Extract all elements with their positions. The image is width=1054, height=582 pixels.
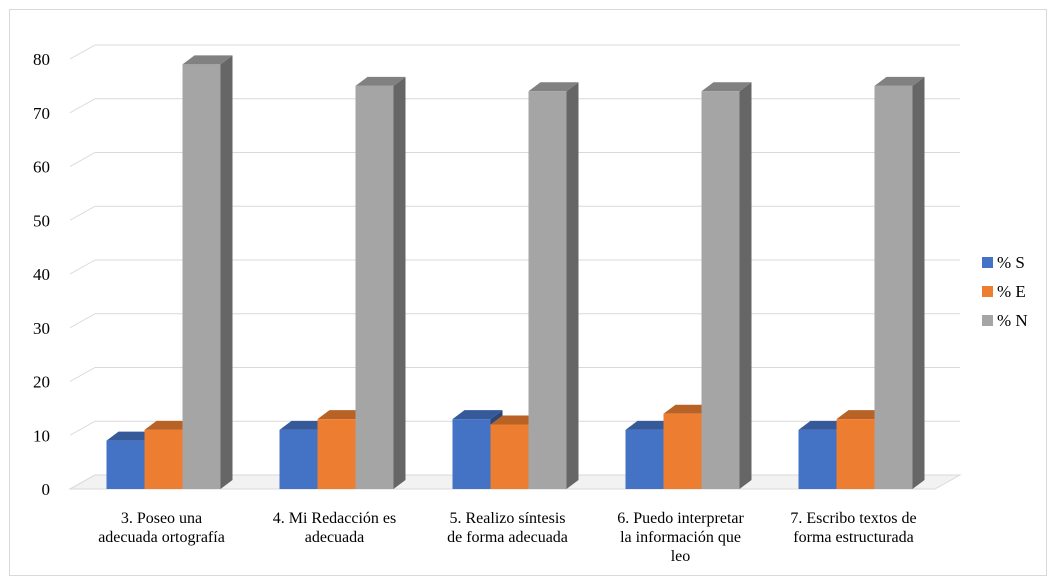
bar-front — [663, 413, 702, 489]
bar-side — [739, 82, 752, 489]
bar-front — [490, 424, 529, 489]
y-tick-label: 30 — [33, 319, 50, 338]
gridline-depth — [69, 152, 96, 167]
bar-top — [836, 410, 887, 420]
gridline-depth — [69, 44, 96, 60]
bar-front — [106, 440, 145, 489]
y-tick-label: 70 — [33, 104, 50, 123]
x-tick-label-line: 4. Mi Redacción es — [273, 510, 397, 527]
bar-top — [182, 55, 233, 65]
gridline-depth — [69, 313, 96, 329]
x-tick-label-line: 7. Escribo textos de — [790, 510, 916, 527]
gridline-depth — [69, 259, 96, 275]
y-tick-label: 10 — [33, 426, 50, 445]
bar-top — [355, 76, 406, 86]
bar-side — [912, 76, 925, 489]
legend-label: % N — [997, 311, 1028, 330]
x-tick-label-line: leo — [671, 548, 691, 565]
x-tick-label-line: 5. Realizo síntesis — [450, 510, 566, 527]
bar-top — [144, 420, 195, 430]
bar-front — [355, 85, 394, 489]
y-tick-label: 50 — [33, 211, 50, 230]
y-tick-label: 20 — [33, 373, 50, 392]
bar-side — [393, 76, 406, 489]
bar — [701, 82, 752, 489]
x-tick-label: 3. Poseo una adecuada ortografía — [98, 510, 225, 546]
gridline-depth — [69, 98, 96, 114]
y-tick-label: 40 — [33, 265, 50, 284]
bar-front — [625, 429, 664, 489]
bar-top — [874, 76, 925, 86]
bar-top — [106, 431, 157, 441]
x-tick-label: 5. Realizo síntesis de forma adecuada — [447, 510, 568, 546]
legend-item: % N — [982, 311, 1028, 330]
gridline-depth — [69, 367, 96, 382]
x-tick-label-line: 3. Poseo una — [121, 510, 202, 527]
legend-label: % E — [997, 282, 1026, 301]
bar — [355, 76, 406, 489]
bar-top — [701, 82, 752, 92]
bar-top — [317, 410, 368, 420]
x-tick-label-line: 6. Puedo interpretar — [617, 510, 744, 527]
x-tick-label-line: forma estructurada — [793, 529, 913, 546]
bar-front — [528, 91, 567, 489]
bar-top — [452, 410, 503, 420]
y-tick-label: 80 — [33, 50, 50, 69]
legend-item: % S — [982, 253, 1025, 272]
bar-front — [317, 419, 356, 489]
bar-side — [566, 82, 579, 489]
bar-top — [798, 420, 849, 430]
bar — [528, 82, 579, 489]
x-tick-label: 7. Escribo textos de forma estructurada — [790, 510, 916, 546]
x-tick-label-line: de forma adecuada — [447, 529, 568, 546]
legend-swatch — [982, 315, 993, 326]
bar-front — [836, 419, 875, 489]
bar-top — [528, 82, 579, 92]
bar — [874, 76, 925, 489]
bar-top — [490, 415, 541, 425]
legend-swatch — [982, 286, 993, 297]
legend-item: % E — [982, 282, 1026, 301]
bar-top — [663, 404, 714, 414]
x-tick-label-line: adecuada ortografía — [98, 529, 225, 546]
x-tick-label: 6. Puedo interpretar la información que le… — [617, 510, 744, 565]
gridline-depth — [69, 205, 96, 221]
y-tick-label: 0 — [42, 480, 51, 499]
bar-top — [625, 420, 676, 430]
legend-swatch — [982, 257, 993, 268]
y-tick-label: 60 — [33, 158, 50, 177]
x-tick-label: 4. Mi Redacción es adecuada — [273, 510, 397, 546]
bar-front — [701, 91, 740, 489]
gridline-depth — [69, 420, 96, 436]
bar-front — [874, 85, 913, 489]
legend-label: % S — [997, 253, 1025, 272]
bar-front — [798, 429, 837, 489]
bar-front — [279, 429, 318, 489]
bar — [182, 55, 233, 489]
bar-top — [279, 420, 330, 430]
bar-front — [182, 64, 221, 489]
x-tick-label-line: la información que — [620, 529, 741, 546]
bar-front — [452, 419, 491, 489]
bar-front — [144, 429, 183, 489]
gridline-depth — [69, 474, 96, 490]
bar-side — [220, 55, 233, 489]
x-tick-label-line: adecuada — [305, 529, 365, 546]
